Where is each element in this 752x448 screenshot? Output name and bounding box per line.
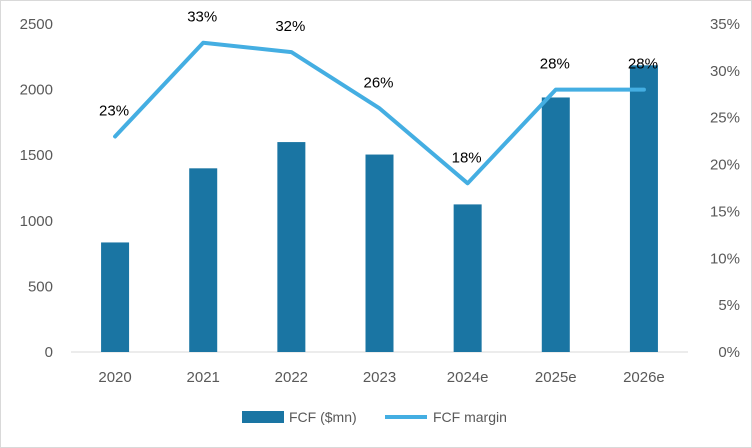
bar <box>277 142 306 352</box>
x-tick-label: 2021 <box>187 369 220 386</box>
bar <box>101 242 130 352</box>
legend-label-fcf: FCF ($mn) <box>289 409 357 425</box>
y-right-tick-label: 10% <box>710 250 740 267</box>
y-right-tick-label: 15% <box>710 203 740 220</box>
axes: 0 500 1000 1500 2000 2500 0% 5% 10% 15% 20% 25% 30% 3… <box>20 16 740 386</box>
bar <box>541 97 570 352</box>
x-tick-label: 2023 <box>363 369 396 386</box>
line-data-label: 28% <box>628 56 658 73</box>
x-tick-label: 2026e <box>623 369 665 386</box>
bar-series <box>101 65 658 352</box>
bar <box>189 168 218 352</box>
x-tick-label: 2022 <box>275 369 308 386</box>
x-tick-label: 2025e <box>535 369 577 386</box>
y-left-tick-label: 2500 <box>20 16 53 33</box>
x-tick-label: 2020 <box>98 369 131 386</box>
legend-label-margin: FCF margin <box>433 409 507 425</box>
bar <box>365 154 394 352</box>
y-right-tick-label: 0% <box>718 344 740 361</box>
y-left-tick-label: 2000 <box>20 82 53 99</box>
line-data-label: 23% <box>99 102 129 119</box>
line-series <box>113 40 646 186</box>
y-left-tick-label: 0 <box>45 344 53 361</box>
bar <box>629 65 658 352</box>
line-data-label: 26% <box>363 74 393 91</box>
y-right-tick-label: 25% <box>710 110 740 127</box>
bar <box>453 204 482 352</box>
line-data-label: 33% <box>187 9 217 26</box>
line-data-label: 18% <box>452 149 482 166</box>
x-tick-label: 2024e <box>447 369 489 386</box>
y-right-tick-label: 20% <box>710 157 740 174</box>
line-data-label: 32% <box>275 18 305 35</box>
y-left-tick-label: 500 <box>28 278 53 295</box>
data-labels: 23% 33% 32% 26% 18% 28% 28% <box>99 9 658 167</box>
line-data-label: 28% <box>540 56 570 73</box>
y-left-tick-label: 1500 <box>20 147 53 164</box>
legend-swatch-fcf <box>242 411 284 423</box>
y-right-tick-label: 30% <box>710 63 740 80</box>
y-left-tick-label: 1000 <box>20 213 53 230</box>
y-right-tick-label: 5% <box>718 297 740 314</box>
y-right-tick-label: 35% <box>710 16 740 33</box>
legend: FCF ($mn) FCF margin <box>242 409 507 425</box>
